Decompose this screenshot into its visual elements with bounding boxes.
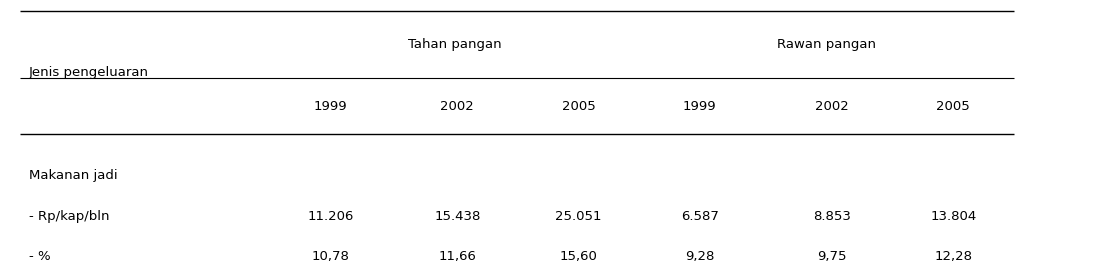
- Text: 2002: 2002: [441, 100, 474, 112]
- Text: 8.853: 8.853: [813, 210, 851, 223]
- Text: 13.804: 13.804: [930, 210, 976, 223]
- Text: Tahan pangan: Tahan pangan: [408, 38, 501, 51]
- Text: 2005: 2005: [937, 100, 970, 112]
- Text: 25.051: 25.051: [555, 210, 602, 223]
- Text: 1999: 1999: [314, 100, 347, 112]
- Text: 15,60: 15,60: [560, 250, 597, 263]
- Text: 10,78: 10,78: [312, 250, 349, 263]
- Text: 15.438: 15.438: [434, 210, 480, 223]
- Text: 6.587: 6.587: [681, 210, 719, 223]
- Text: Makanan jadi: Makanan jadi: [29, 169, 117, 182]
- Text: 1999: 1999: [683, 100, 716, 112]
- Text: Jenis pengeluaran: Jenis pengeluaran: [29, 66, 149, 79]
- Text: 12,28: 12,28: [934, 250, 972, 263]
- Text: - %: - %: [29, 250, 51, 263]
- Text: - Rp/kap/bln: - Rp/kap/bln: [29, 210, 109, 223]
- Text: 9,28: 9,28: [685, 250, 714, 263]
- Text: 11.206: 11.206: [307, 210, 354, 223]
- Text: 2002: 2002: [815, 100, 849, 112]
- Text: 2005: 2005: [562, 100, 595, 112]
- Text: 11,66: 11,66: [439, 250, 476, 263]
- Text: 9,75: 9,75: [818, 250, 846, 263]
- Text: Rawan pangan: Rawan pangan: [777, 38, 876, 51]
